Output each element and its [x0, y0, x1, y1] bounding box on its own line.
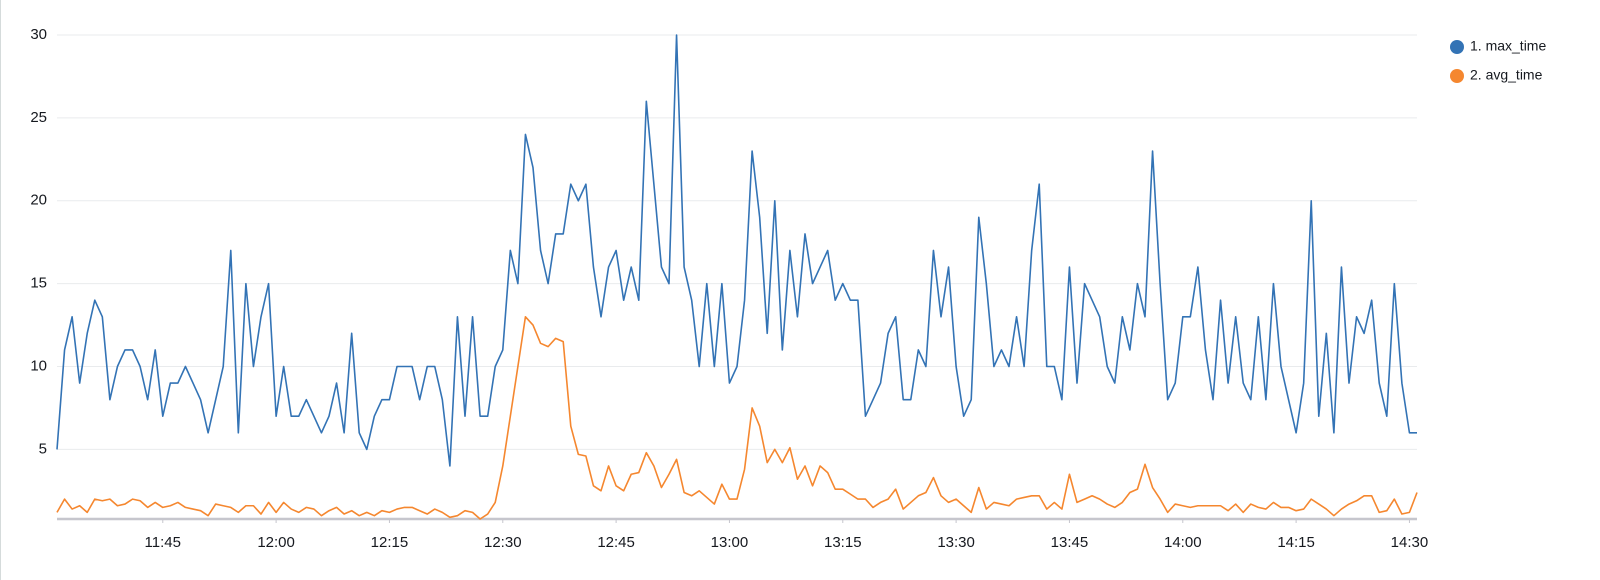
y-tick-label: 10 [30, 357, 47, 374]
series-line [56, 315, 1418, 520]
x-tick-label: 12:30 [484, 534, 522, 551]
y-tick-label: 15 [30, 275, 47, 292]
x-tick-label: 13:15 [824, 534, 862, 551]
legend-swatch [1450, 40, 1464, 54]
legend-label: 1. max_time [1470, 38, 1546, 54]
x-tick-label: 12:00 [257, 534, 295, 551]
x-tick-label: 13:45 [1051, 534, 1089, 551]
y-tick-label: 20 [30, 192, 47, 209]
legend: 1. max_time 2. avg_time [1450, 38, 1546, 83]
x-tick-label: 14:30 [1391, 534, 1429, 551]
legend-label: 2. avg_time [1470, 67, 1543, 83]
x-tick-label: 13:00 [711, 534, 749, 551]
x-tick-label: 12:15 [371, 534, 409, 551]
y-tick-label: 30 [30, 26, 47, 43]
x-tick-label: 12:45 [597, 534, 635, 551]
legend-swatch [1450, 69, 1464, 83]
x-tick-label: 11:45 [145, 534, 181, 551]
y-tick-label: 5 [39, 440, 47, 457]
x-tick-label: 14:00 [1164, 534, 1202, 551]
x-tick-label: 14:15 [1277, 534, 1315, 551]
x-tick-label: 13:30 [937, 534, 975, 551]
y-tick-label: 25 [30, 109, 47, 126]
series-line [56, 34, 1417, 467]
